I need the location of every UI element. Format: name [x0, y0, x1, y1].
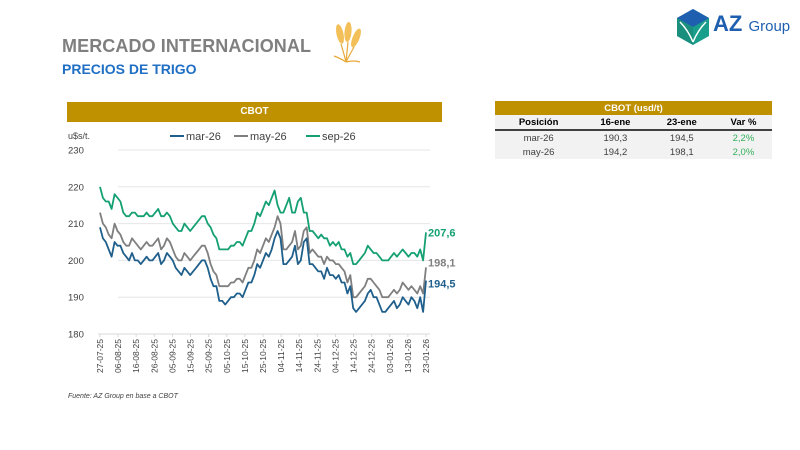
- x-tick-label: 25-09-25: [204, 339, 214, 373]
- logo-text: AZ: [713, 11, 743, 36]
- y-axis-label: u$s/t.: [68, 131, 90, 141]
- x-tick-label: 26-08-25: [149, 339, 159, 373]
- series-line-sep-26: [99, 186, 427, 266]
- series-line-may-26: [99, 212, 427, 299]
- az-logo-cube-icon: [677, 9, 709, 45]
- column-header: Var %: [714, 115, 772, 131]
- y-tick-label: 200: [68, 256, 84, 267]
- table-cell: may-26: [495, 145, 583, 159]
- end-label: 198,1: [428, 257, 456, 269]
- cbot-table: CBOT (usd/t) Posición 16-ene 23-ene Var …: [495, 101, 772, 159]
- legend-label: sep-26: [322, 131, 356, 143]
- x-tick-label: 24-11-25: [312, 339, 322, 373]
- y-tick-label: 190: [68, 293, 84, 304]
- x-tick-label: 13-01-26: [403, 339, 413, 373]
- y-tick-label: 210: [68, 219, 84, 230]
- y-tick-label: 220: [68, 182, 84, 193]
- page-title: MERCADO INTERNACIONAL: [62, 36, 312, 56]
- table-row: mar-26 190,3 194,5 2,2%: [495, 130, 772, 145]
- x-tick-label: 06-08-25: [113, 339, 123, 373]
- table-cell: 194,2: [582, 145, 649, 159]
- legend-label: may-26: [250, 131, 287, 143]
- x-tick-label: 27-07-25: [95, 339, 105, 373]
- x-tick-label: 15-09-25: [186, 339, 196, 373]
- x-tick-label: 05-10-25: [222, 339, 232, 373]
- x-tick-label: 05-09-25: [167, 339, 177, 373]
- column-header: 16-ene: [582, 115, 649, 131]
- x-tick-label: 04-11-25: [276, 339, 286, 373]
- x-tick-label: 16-08-25: [131, 339, 141, 373]
- table-cell: 2,0%: [714, 145, 772, 159]
- x-tick-label: 24-12-25: [367, 339, 377, 373]
- table-cell: 190,3: [582, 130, 649, 145]
- x-tick-label: 23-01-26: [421, 339, 431, 373]
- x-tick-label: 04-12-25: [330, 339, 340, 373]
- x-tick-label: 14-11-25: [294, 339, 304, 373]
- x-tick-label: 25-10-25: [258, 339, 268, 373]
- series-line-mar-26: [99, 227, 427, 313]
- column-header: Posición: [495, 115, 583, 131]
- table-cell: 198,1: [648, 145, 715, 159]
- source-note: Fuente: AZ Group en base a CBOT: [68, 393, 178, 400]
- table-cell: mar-26: [495, 130, 583, 145]
- table-row: may-26 194,2 198,1 2,0%: [495, 145, 772, 159]
- chart-title: CBOT: [67, 102, 442, 122]
- table-cell: 194,5: [648, 130, 715, 145]
- table-title: CBOT (usd/t): [495, 101, 772, 115]
- y-tick-label: 180: [68, 330, 84, 341]
- y-tick-label: 230: [68, 146, 84, 157]
- x-tick-label: 15-10-25: [240, 339, 250, 373]
- logo-text-suffix: Group: [748, 18, 791, 35]
- table-cell: 2,2%: [714, 130, 772, 145]
- wheat-icon: [333, 22, 361, 63]
- end-label: 207,6: [428, 227, 456, 239]
- x-tick-label: 14-12-25: [349, 339, 359, 373]
- column-header: 23-ene: [648, 115, 715, 131]
- x-tick-label: 03-01-26: [385, 339, 395, 373]
- legend-label: mar-26: [186, 131, 221, 143]
- page-subtitle: PRECIOS DE TRIGO: [62, 61, 197, 77]
- end-label: 194,5: [428, 279, 456, 291]
